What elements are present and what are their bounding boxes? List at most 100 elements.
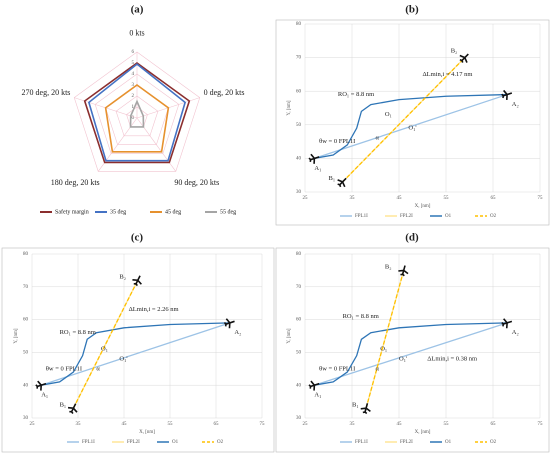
series-line	[314, 93, 508, 160]
axis-label: 0 kts	[129, 28, 144, 37]
legend-label: FPL2I	[400, 214, 413, 219]
y-tick-label: 30	[296, 416, 302, 421]
tick-label: 1	[132, 105, 135, 110]
tick-label: 6	[132, 50, 135, 55]
series-line	[40, 322, 231, 386]
x-tick-label: 45	[397, 422, 403, 427]
annotation: A₂	[512, 101, 519, 108]
series-line	[41, 322, 230, 386]
aircraft-icon	[501, 89, 513, 100]
annotation: B₂	[119, 273, 126, 280]
tick-label: 4	[132, 72, 135, 77]
annotation: A₁	[314, 392, 321, 399]
legend-label: 35 deg	[110, 209, 126, 215]
aircraft-icon	[398, 265, 409, 277]
panel-title: (d)	[405, 232, 419, 244]
panel-frame	[275, 247, 550, 453]
legend-label: O1	[445, 440, 452, 445]
aircraft-icon	[132, 275, 142, 287]
axis-label: 0 deg, 20 kts	[204, 88, 245, 97]
x-tick-label: 65	[491, 196, 497, 201]
annotation: O₁	[380, 346, 387, 353]
series-line	[72, 279, 139, 409]
legend-label: FPL1I	[355, 440, 368, 445]
y-tick-label: 70	[296, 56, 302, 61]
x-tick-label: 25	[303, 196, 309, 201]
y-axis-label: Y, [nm]	[287, 328, 292, 344]
x-tick-label: 45	[122, 422, 128, 427]
y-tick-label: 40	[296, 157, 302, 162]
aircraft-icon	[337, 177, 347, 188]
axis-label: 270 deg, 20 kts	[22, 88, 71, 97]
x-axis-label: X, [nm]	[139, 430, 155, 435]
annotation: θw = 0 FPL1I	[319, 138, 355, 145]
annotation: ΔLmin,i = 4.17 nm	[423, 71, 473, 78]
legend-label: FPL2I	[127, 440, 140, 445]
y-tick-label: 50	[296, 123, 302, 128]
annotation: O₁	[385, 111, 392, 118]
x-axis-label: X, [nm]	[415, 430, 431, 435]
y-tick-label: 30	[23, 416, 29, 421]
annotation: RO₁ = 8.8 nm	[338, 91, 374, 98]
radar-series	[104, 84, 170, 153]
legend-label: O2	[217, 440, 224, 445]
x-tick-label: 55	[168, 422, 174, 427]
radar-series	[83, 62, 191, 164]
x-tick-label: 35	[350, 196, 356, 201]
legend-label: O2	[490, 214, 497, 219]
annotation: θw = 0 FPL1I	[319, 365, 355, 372]
x-tick-label: 55	[444, 422, 450, 427]
x-tick-label: 75	[538, 422, 544, 427]
panel-frame	[275, 19, 550, 226]
x-tick-label: 65	[214, 422, 220, 427]
aircraft-icon	[459, 53, 469, 63]
legend-label: FPL1I	[82, 440, 95, 445]
annotation: O₁'	[119, 355, 127, 362]
aircraft-icon	[308, 380, 320, 391]
annotation: O₁'	[399, 355, 407, 362]
annotation: RO₁ = 8.8 nm	[343, 313, 379, 320]
axis-label: 90 deg, 20 kts	[174, 178, 219, 187]
annotation: RO₁ = 8.8 nm	[60, 329, 96, 336]
annotation: B₁	[352, 401, 359, 408]
x-tick-label: 35	[76, 422, 82, 427]
x-tick-label: 25	[30, 422, 36, 427]
y-axis-label: Y, [nm]	[287, 100, 292, 116]
series-line	[314, 93, 508, 160]
annotation: A₁	[314, 165, 321, 172]
y-tick-label: 80	[23, 252, 29, 257]
tick-label: 0	[132, 116, 135, 121]
x-tick-label: 75	[260, 422, 266, 427]
y-axis-label: Y, [nm]	[14, 328, 19, 344]
x-tick-label: 35	[350, 422, 356, 427]
y-tick-label: 30	[296, 190, 302, 195]
x-axis-label: X, [nm]	[415, 204, 431, 209]
aircraft-icon	[67, 403, 78, 415]
y-tick-label: 70	[296, 285, 302, 290]
x-tick-label: 75	[538, 196, 544, 201]
x-tick-label: 55	[444, 196, 450, 201]
annotation: α	[376, 135, 380, 142]
tick-label: 2	[132, 94, 135, 99]
tick-label: 3	[132, 83, 135, 88]
y-tick-label: 40	[23, 383, 29, 388]
annotation: B₁	[60, 401, 67, 408]
radar-series	[129, 99, 145, 128]
annotation: B₂	[451, 47, 458, 54]
y-tick-label: 70	[23, 285, 29, 290]
annotation: A₂	[512, 329, 519, 336]
y-tick-label: 80	[296, 252, 302, 257]
legend-label: FPL2I	[400, 440, 413, 445]
legend-label: O2	[490, 440, 497, 445]
tick-label: 5	[132, 61, 135, 66]
annotation: A₁	[41, 392, 48, 399]
aircraft-icon	[35, 380, 47, 391]
aircraft-icon	[501, 318, 513, 329]
annotation: ΔLmin,i = 2.26 nm	[129, 306, 179, 313]
grid-ring	[115, 95, 159, 137]
aircraft-icon	[223, 318, 235, 329]
legend-label: Safety margin	[55, 208, 89, 215]
axis-label: 180 deg, 20 kts	[51, 178, 100, 187]
y-tick-label: 50	[23, 351, 29, 356]
